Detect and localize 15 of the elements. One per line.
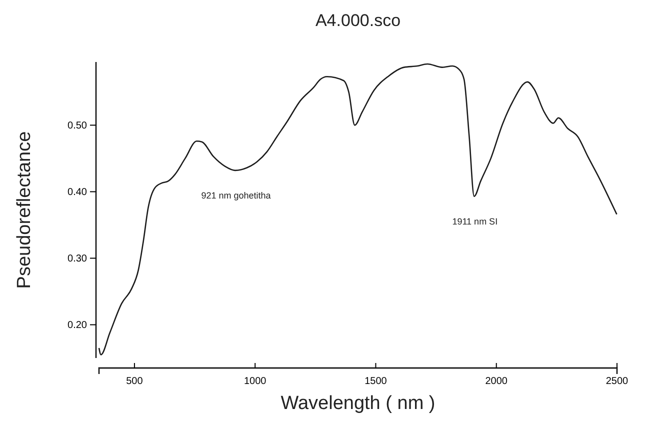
annotation: 1911 nm SI [452, 216, 498, 226]
x-tick-label: 1500 [364, 376, 388, 387]
y-axis-title: Pseudoreflectance [14, 131, 35, 289]
chart-title: A4.000.sco [315, 11, 401, 30]
y-tick-label: 0.40 [68, 186, 88, 198]
x-tick-label: 2500 [606, 376, 629, 387]
x-tick-label: 1000 [244, 376, 267, 387]
line-series [98, 63, 618, 356]
y-tick-label: 0.30 [68, 253, 88, 264]
y-tick-label: 0.50 [68, 120, 88, 132]
x-tick-label: 500 [126, 376, 144, 387]
x-tick-label: 2000 [485, 376, 508, 387]
x-axis-title: Wavelength ( nm ) [280, 393, 436, 414]
y-tick-label: 0.20 [68, 320, 88, 331]
annotation: 921 nm gohetitha [201, 190, 271, 200]
